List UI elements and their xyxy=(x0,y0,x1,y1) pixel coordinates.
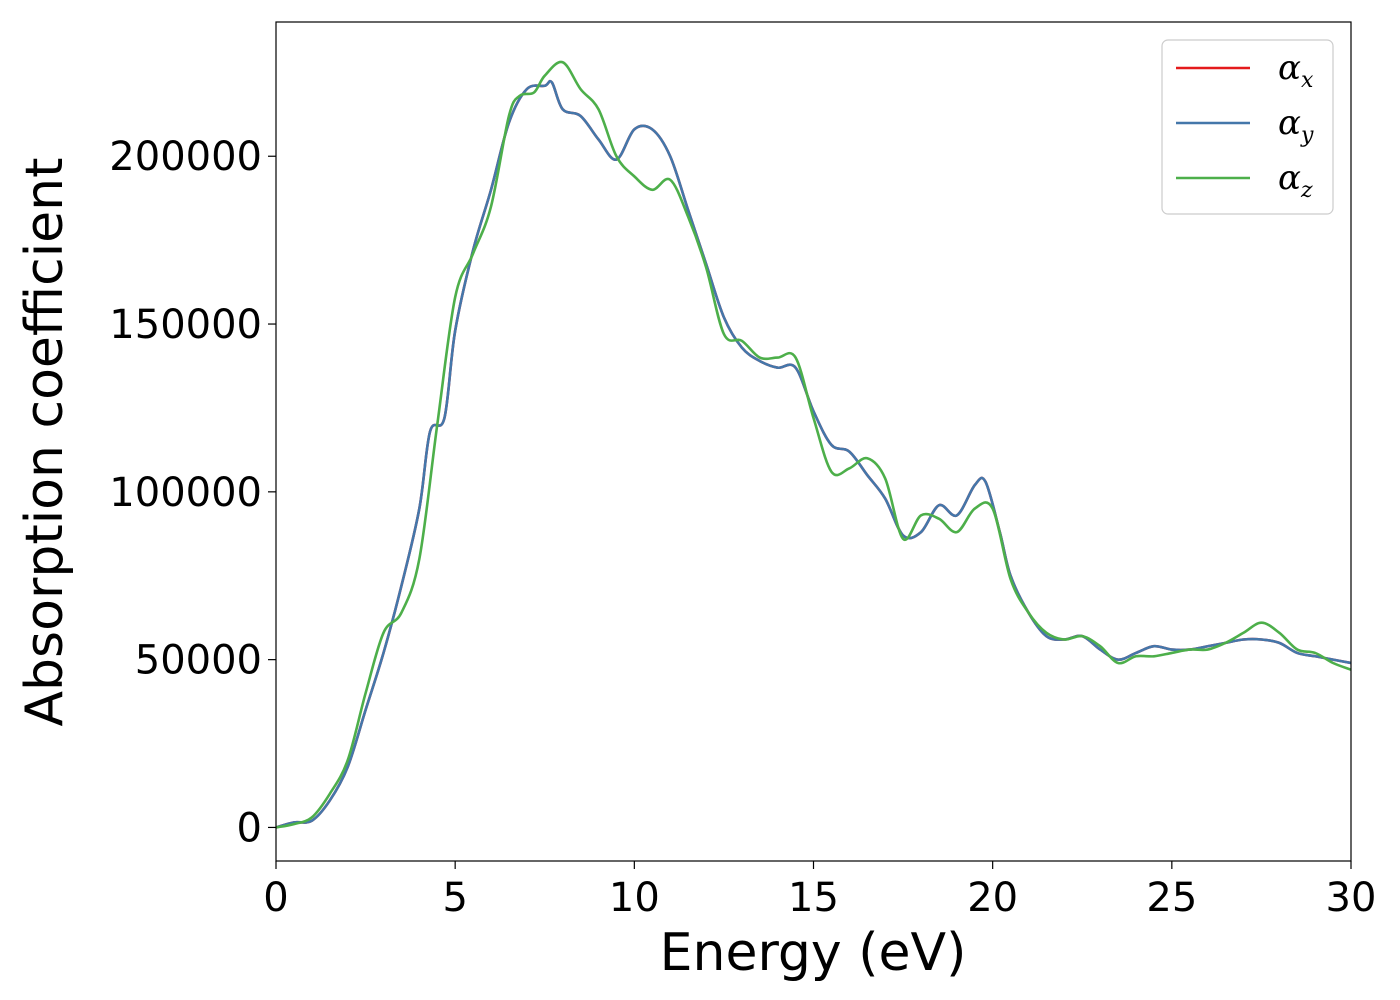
y-tick-label: 0 xyxy=(237,805,262,851)
x-tick-label: 0 xyxy=(263,875,288,921)
x-tick-label: 30 xyxy=(1326,875,1377,921)
series-line-alpha-z xyxy=(276,60,1351,829)
y-tick-label: 50000 xyxy=(135,638,262,684)
y-tick-label: 200000 xyxy=(109,134,262,180)
x-tick-label: 20 xyxy=(967,875,1018,921)
series-lines xyxy=(276,60,1351,829)
legend-label-alpha-y: αy xyxy=(1278,103,1314,148)
legend-subscript: z xyxy=(1300,178,1313,203)
x-axis-title: Energy (eV) xyxy=(660,923,967,983)
x-tick-label: 15 xyxy=(788,875,839,921)
legend-subscript: y xyxy=(1300,123,1314,148)
x-tick-label: 25 xyxy=(1146,875,1197,921)
legend-subscript: x xyxy=(1301,68,1314,93)
x-tick-label: 5 xyxy=(442,875,467,921)
legend-box xyxy=(1161,39,1334,215)
y-axis-title: Absorption coefficient xyxy=(15,157,75,726)
y-tick-label: 100000 xyxy=(109,470,262,516)
axis-ticks: 0 5 10 15 20 25 30 0 50000 100000 150000 200000 xyxy=(109,134,1376,921)
legend-label-alpha-x: αx xyxy=(1278,48,1314,93)
y-tick-label: 150000 xyxy=(109,302,262,348)
x-tick-label: 10 xyxy=(609,875,660,921)
series-line-alpha-y xyxy=(276,79,1351,829)
